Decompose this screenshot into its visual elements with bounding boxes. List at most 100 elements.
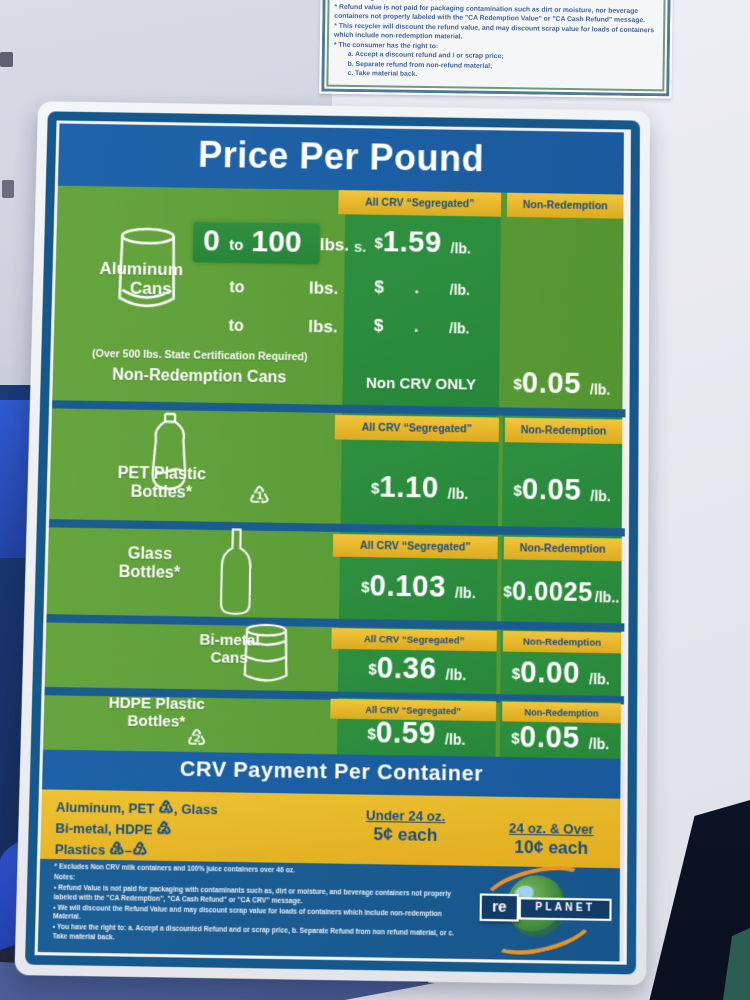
wall-mark bbox=[0, 52, 13, 67]
material: Plastics bbox=[54, 841, 106, 858]
tier1-hundred: 100 bbox=[251, 224, 302, 259]
recycle-1-icon: ♳ bbox=[248, 482, 271, 511]
aluminum-blank-price-2: $. /lb. bbox=[344, 277, 500, 300]
currency: $ bbox=[368, 660, 377, 679]
currency: $ bbox=[374, 234, 383, 253]
replanet-logo: re PLANET bbox=[478, 857, 615, 962]
crv-materials-row1: Aluminum, PET ♳, Glass bbox=[56, 796, 218, 820]
unit: /lb. bbox=[589, 670, 610, 688]
aluminum-crv-price: $1.59/lb. bbox=[345, 225, 501, 261]
unit: /lb. bbox=[588, 735, 610, 753]
glass-label: Glass bbox=[127, 545, 173, 564]
regulations-paper: Code of Regulations as amended. * Refund… bbox=[319, 0, 673, 99]
aluminum-label-2: Cans bbox=[129, 278, 172, 299]
header-label: All CRV “Segregated” bbox=[361, 421, 473, 436]
wall-mark bbox=[2, 180, 14, 198]
unit: /lb. bbox=[449, 320, 470, 337]
column-header-nonredemption: Non-Redemption bbox=[506, 192, 624, 219]
amount: 1.59 bbox=[382, 225, 442, 260]
amount: 0.05 bbox=[519, 720, 580, 756]
material: Aluminum, bbox=[55, 799, 125, 816]
header-label: Non-Redemption bbox=[522, 635, 602, 649]
glass-bottle-icon bbox=[218, 528, 254, 615]
amount: 0.05 bbox=[521, 473, 582, 508]
recycle-1-icon: ♳ bbox=[157, 797, 175, 818]
glass-nonredemption-price: $0.0025/lb.. bbox=[501, 574, 621, 609]
page-title: Price Per Pound bbox=[197, 133, 485, 180]
tier2-lbs: lbs. bbox=[308, 278, 339, 299]
column-header-crv: All CRV “Segregated” bbox=[331, 628, 497, 652]
tier2-to: to bbox=[229, 279, 245, 297]
currency: $ bbox=[503, 583, 512, 601]
logo-re: re bbox=[479, 893, 519, 922]
currency: $ bbox=[374, 277, 385, 297]
material: Glass bbox=[181, 801, 218, 818]
size-label: 24 oz. & Over bbox=[509, 820, 594, 838]
amount: 0.103 bbox=[369, 569, 447, 604]
tier3-lbs: lbs. bbox=[308, 316, 338, 337]
header-label: Non-Redemption bbox=[520, 424, 607, 438]
header-label: Non-Redemption bbox=[524, 706, 599, 719]
hdpe-crv-price: $0.59/lb. bbox=[337, 716, 496, 753]
recycle-2-icon: ♴ bbox=[186, 724, 208, 752]
aluminum-nonredemption-price: $0.05/lb. bbox=[501, 367, 622, 403]
column-header-nonredemption: Non-Redemption bbox=[503, 536, 622, 562]
glass-crv-price: $0.103/lb. bbox=[339, 569, 497, 606]
column-header-crv: All CRV “Segregated” bbox=[332, 533, 498, 560]
column-header-crv: All CRV “Segregated” bbox=[338, 190, 502, 217]
amount: 0.59 bbox=[375, 716, 436, 751]
unit: /lb. bbox=[447, 485, 469, 503]
unit: /lb.. bbox=[594, 588, 620, 606]
glass-label-2: Bottles* bbox=[118, 563, 181, 583]
unit: /lb. bbox=[444, 730, 466, 748]
unit: /lb. bbox=[445, 666, 467, 684]
amount: 0.05 bbox=[521, 366, 582, 401]
recycle-2-icon: ♴ bbox=[156, 818, 173, 839]
column-header-crv: All CRV “Segregated” bbox=[334, 414, 499, 443]
non-crv-only-label: Non CRV ONLY bbox=[365, 374, 477, 394]
material: Bi-metal, bbox=[55, 820, 112, 837]
header-label: All CRV “Segregated” bbox=[363, 633, 465, 647]
currency: $ bbox=[370, 480, 380, 498]
header-label: All CRV “Segregated” bbox=[365, 196, 475, 211]
logo-planet: PLANET bbox=[518, 897, 612, 921]
recycle-7-icon: ♹ bbox=[131, 839, 149, 860]
amount: 1.10 bbox=[379, 470, 439, 505]
unit: /lb. bbox=[449, 281, 471, 299]
currency: $ bbox=[511, 665, 521, 684]
currency: $ bbox=[513, 375, 522, 394]
tier1-zero: 0 bbox=[202, 224, 221, 258]
currency: $ bbox=[367, 725, 377, 744]
size-label: Under 24 oz. bbox=[365, 807, 446, 825]
currency: $ bbox=[513, 482, 522, 500]
amount: 0.0025 bbox=[511, 577, 593, 608]
header-label: All CRV “Segregated” bbox=[365, 704, 462, 716]
header-label: Non-Redemption bbox=[519, 542, 606, 556]
regulations-text: Code of Regulations as amended. * Refund… bbox=[333, 0, 658, 87]
dot: . bbox=[413, 316, 419, 336]
price-sign: Price Per Pound All CRV “Segregated” Non… bbox=[14, 101, 651, 986]
sign-notes: * Excludes Non CRV milk containers and 1… bbox=[52, 863, 457, 950]
unit: /lb. bbox=[450, 240, 472, 257]
crv-materials-row2: Bi-metal, HDPE ♴ bbox=[55, 817, 172, 840]
crv-materials-row3: Plastics ♵–♹ bbox=[54, 838, 149, 861]
unit: /lb. bbox=[590, 487, 611, 505]
hdpe-label-2: Bottles* bbox=[127, 712, 186, 731]
pet-nonredemption-price: $0.05/lb. bbox=[502, 473, 622, 509]
tier3-to: to bbox=[228, 317, 245, 336]
amount: 0.00 bbox=[520, 655, 581, 691]
tier1-to: to bbox=[229, 236, 244, 255]
material: HDPE bbox=[115, 821, 153, 838]
column-header-nonredemption: Non-Redemption bbox=[504, 417, 623, 445]
pet-label-2: Bottles* bbox=[130, 483, 193, 502]
currency: $ bbox=[511, 729, 520, 748]
size-price: 10¢ each bbox=[514, 836, 589, 859]
header-label: Non-Redemption bbox=[522, 198, 608, 213]
bimetal-nonredemption-price: $0.00/lb. bbox=[500, 656, 621, 692]
dot: . bbox=[414, 277, 420, 298]
aluminum-blank-price-3: $. /lb. bbox=[343, 315, 500, 338]
sign-frame: Price Per Pound All CRV “Segregated” Non… bbox=[24, 111, 640, 975]
material: PET bbox=[128, 800, 155, 817]
bimetal-label-2: Cans bbox=[210, 648, 249, 668]
